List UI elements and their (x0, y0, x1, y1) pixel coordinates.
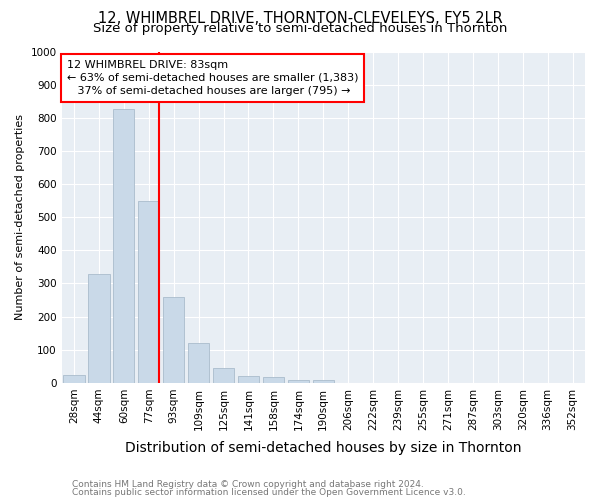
Bar (64, 374, 85, 383)
Text: 12, WHIMBREL DRIVE, THORNTON-CLEVELEYS, FY5 2LR: 12, WHIMBREL DRIVE, THORNTON-CLEVELEYS, … (98, 11, 502, 26)
Bar (263, 377, 284, 383)
Bar (113, 110, 134, 383)
Text: Size of property relative to semi-detached houses in Thornton: Size of property relative to semi-detach… (93, 22, 507, 35)
Text: 12 WHIMBREL DRIVE: 83sqm
← 63% of semi-detached houses are smaller (1,383)
   37: 12 WHIMBREL DRIVE: 83sqm ← 63% of semi-d… (67, 60, 358, 96)
Bar (288, 380, 309, 383)
Bar (238, 376, 259, 383)
Bar (313, 380, 334, 383)
X-axis label: Distribution of semi-detached houses by size in Thornton: Distribution of semi-detached houses by … (125, 441, 521, 455)
Y-axis label: Number of semi-detached properties: Number of semi-detached properties (15, 114, 25, 320)
Bar (188, 343, 209, 383)
Bar (213, 368, 234, 383)
Bar (163, 296, 184, 383)
Bar (138, 200, 160, 383)
Text: Contains HM Land Registry data © Crown copyright and database right 2024.: Contains HM Land Registry data © Crown c… (72, 480, 424, 489)
Text: Contains public sector information licensed under the Open Government Licence v3: Contains public sector information licen… (72, 488, 466, 497)
Bar (88, 274, 110, 383)
